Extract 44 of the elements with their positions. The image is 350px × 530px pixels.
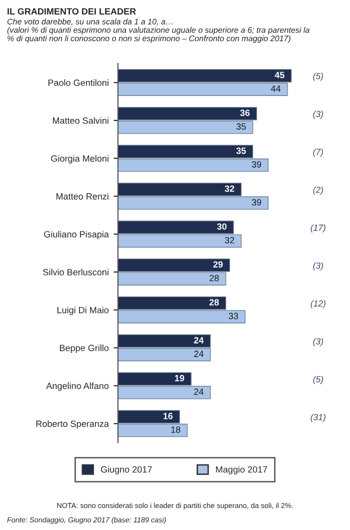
text: (17) — [310, 224, 326, 233]
data-label: 44 — [270, 85, 281, 92]
legend-label: Maggio 2017 — [216, 466, 268, 474]
text: (7) — [313, 148, 323, 157]
data-label: 35 — [236, 123, 246, 130]
data-label: 28 — [209, 299, 219, 306]
data-label: 32 — [224, 185, 234, 192]
y-tick-label: Silvio Berlusconi — [43, 268, 108, 276]
y-tick-label: Matteo Renzi — [56, 192, 108, 200]
text: (31) — [310, 414, 326, 422]
data-label: 16 — [163, 412, 173, 420]
y-tick-label: Paolo Gentiloni — [48, 79, 108, 86]
y-tick-label: Beppe Grillo — [60, 344, 109, 353]
data-label: 32 — [224, 236, 234, 244]
data-label: 19 — [175, 374, 184, 382]
data-label: 30 — [217, 223, 227, 230]
data-label: 39 — [252, 199, 262, 206]
data-label: 24 — [194, 388, 204, 395]
y-tick-label: Luigi Di Maio — [57, 306, 109, 316]
data-label: 29 — [213, 261, 223, 268]
legend-label: Giugno 2017 — [100, 466, 152, 474]
text: (3) — [313, 262, 323, 270]
text: (5) — [313, 376, 323, 384]
y-tick-label: Angelino Alfano — [46, 382, 109, 391]
data-label: 35 — [236, 148, 246, 154]
y-tick-label: Giuliano Pisapia — [44, 230, 109, 240]
data-label: 36 — [240, 110, 250, 116]
chart-subtitle: Che voto darebbe, su una scala da 1 a 10, a… (valori % di quanti esprimono una valutazione uguale o superiore a 6; tra parentesi la % di quanti non li conoscono o non si esprimono – Confronto con maggio 2017) — [7, 18, 310, 43]
text: (5) — [313, 72, 323, 81]
data-label: 33 — [228, 312, 238, 320]
data-label: 28 — [210, 274, 219, 282]
text: (3) — [313, 110, 323, 119]
data-label: 24 — [194, 337, 204, 344]
data-label: 45 — [274, 72, 284, 78]
y-tick-label: Matteo Salvini — [52, 117, 108, 124]
data-label: 18 — [171, 426, 180, 433]
y-tick-label: Roberto Speranza — [36, 420, 109, 429]
y-tick-label: Giorgia Meloni — [51, 155, 108, 164]
data-label: 39 — [252, 161, 262, 168]
text: (2) — [313, 186, 323, 195]
text: (12) — [310, 300, 326, 308]
text: (3) — [313, 338, 323, 346]
data-label: 24 — [194, 350, 204, 357]
chart-title: IL GRADIMENTO DEI LEADER — [8, 8, 136, 15]
